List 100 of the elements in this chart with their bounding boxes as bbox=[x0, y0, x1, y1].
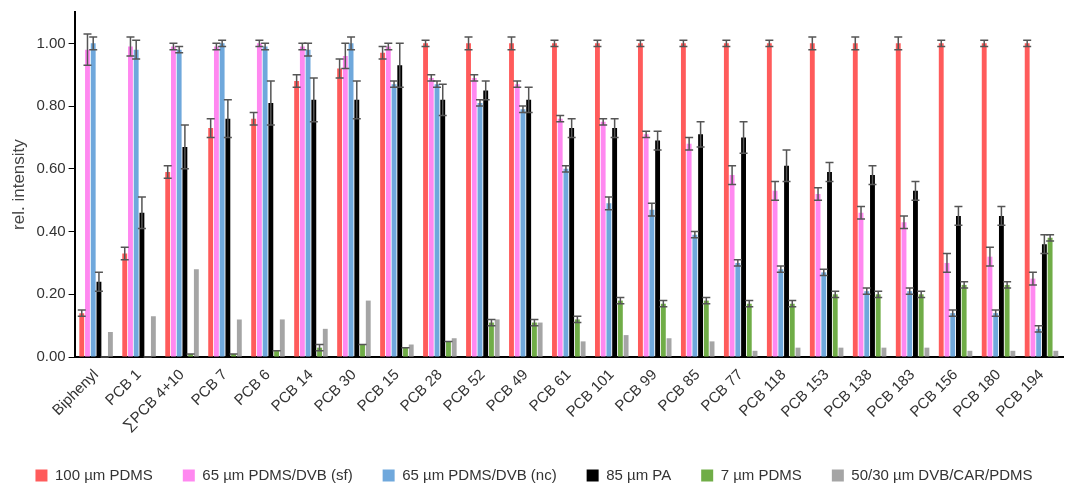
bar bbox=[1024, 43, 1030, 357]
bar bbox=[778, 269, 784, 357]
bar bbox=[133, 49, 139, 357]
bar bbox=[660, 303, 666, 357]
bar bbox=[606, 203, 612, 357]
bar bbox=[531, 322, 537, 357]
bar bbox=[279, 319, 285, 357]
bar bbox=[128, 46, 133, 357]
y-tick-label: 1.00 bbox=[36, 33, 66, 51]
bar bbox=[360, 344, 365, 357]
bar bbox=[236, 319, 242, 357]
bar bbox=[305, 49, 311, 357]
bar bbox=[262, 46, 268, 357]
bar bbox=[666, 338, 672, 357]
bar bbox=[821, 272, 827, 357]
bar bbox=[832, 294, 838, 357]
bar bbox=[643, 134, 649, 357]
bar bbox=[342, 55, 348, 357]
bar bbox=[85, 49, 90, 357]
bar bbox=[171, 46, 176, 357]
bar bbox=[489, 322, 494, 357]
bar bbox=[299, 46, 305, 357]
bar bbox=[165, 171, 171, 357]
bar bbox=[466, 43, 471, 357]
bar bbox=[746, 303, 752, 357]
bar bbox=[1030, 278, 1036, 357]
y-tick-label: 0.40 bbox=[36, 221, 66, 239]
bar bbox=[537, 322, 543, 357]
bar bbox=[208, 128, 214, 357]
bar bbox=[1047, 237, 1053, 357]
bar bbox=[428, 77, 434, 357]
bar bbox=[993, 313, 999, 357]
y-tick-label: 0.60 bbox=[36, 158, 66, 176]
bar bbox=[789, 303, 795, 357]
bar bbox=[766, 43, 772, 357]
bar bbox=[875, 294, 881, 357]
bar bbox=[574, 319, 580, 357]
bar bbox=[423, 43, 428, 357]
bar bbox=[692, 234, 698, 357]
bar bbox=[595, 43, 600, 357]
bar bbox=[895, 43, 901, 357]
bar bbox=[852, 43, 858, 357]
y-tick-label: 0.80 bbox=[36, 96, 66, 114]
bar bbox=[219, 43, 225, 357]
bar bbox=[686, 143, 692, 357]
bar bbox=[294, 81, 300, 357]
bar bbox=[623, 335, 629, 357]
bar bbox=[408, 344, 414, 357]
bar bbox=[981, 43, 987, 357]
bar bbox=[907, 291, 913, 357]
bar bbox=[471, 77, 477, 357]
bar bbox=[90, 43, 96, 357]
bar bbox=[617, 300, 623, 357]
bar bbox=[380, 52, 386, 357]
bar bbox=[150, 316, 156, 357]
legend-label: 65 µm PDMS/DVB (nc) bbox=[402, 465, 557, 483]
bar bbox=[1036, 328, 1042, 357]
legend-label: 50/30 µm DVB/CAR/PDMS bbox=[851, 465, 1033, 483]
bar bbox=[680, 43, 686, 357]
bar bbox=[729, 175, 735, 357]
y-axis-title: rel. intensity bbox=[8, 138, 28, 230]
bar bbox=[961, 284, 967, 357]
bar bbox=[950, 313, 956, 357]
bar bbox=[967, 350, 973, 357]
bar bbox=[864, 291, 870, 357]
bar bbox=[322, 328, 328, 357]
bar bbox=[557, 118, 563, 357]
bar bbox=[256, 43, 262, 357]
bar bbox=[451, 338, 457, 357]
bar bbox=[107, 331, 113, 357]
bar bbox=[1004, 284, 1010, 357]
bar bbox=[918, 294, 924, 357]
legend-label: 85 µm PA bbox=[606, 465, 672, 483]
bar bbox=[938, 43, 944, 357]
bar bbox=[1053, 350, 1059, 357]
bar bbox=[772, 190, 778, 357]
legend-label: 7 µm PDMS bbox=[720, 465, 802, 483]
y-tick-label: 0.00 bbox=[36, 347, 66, 365]
bar bbox=[924, 347, 930, 357]
bar bbox=[509, 43, 514, 357]
bar bbox=[251, 118, 257, 357]
bar bbox=[514, 84, 520, 357]
bar bbox=[809, 43, 815, 357]
bar bbox=[385, 46, 391, 357]
bar bbox=[1010, 350, 1016, 357]
bar bbox=[552, 43, 557, 357]
bar bbox=[446, 341, 451, 357]
bar bbox=[365, 300, 371, 357]
bar bbox=[649, 209, 655, 357]
bar bbox=[723, 43, 729, 357]
bar bbox=[403, 347, 408, 357]
bar bbox=[176, 49, 182, 357]
bar bbox=[337, 68, 343, 357]
legend-label: 65 µm PDMS/DVB (sf) bbox=[202, 465, 353, 483]
bar bbox=[122, 253, 128, 357]
bar bbox=[213, 46, 219, 357]
bar bbox=[600, 121, 606, 357]
bar bbox=[494, 319, 500, 357]
bar bbox=[563, 168, 569, 357]
bar bbox=[637, 43, 643, 357]
